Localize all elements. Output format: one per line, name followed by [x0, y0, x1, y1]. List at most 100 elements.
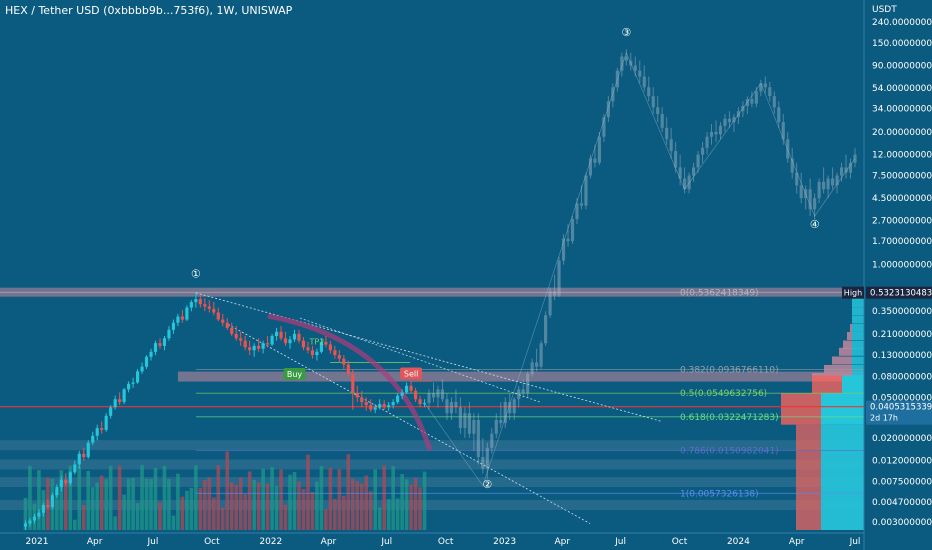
- projected-candle: [777, 101, 781, 128]
- candle-body: [445, 399, 449, 414]
- candle-body: [50, 495, 54, 508]
- candle-body: [844, 167, 848, 173]
- projected-candle: [651, 87, 655, 115]
- volume-bar: [413, 477, 418, 530]
- time-tick-label: Apr: [789, 537, 805, 547]
- signal-label: Buy: [287, 370, 303, 379]
- candle: [162, 336, 167, 351]
- candle-body: [59, 479, 63, 488]
- profile-bar-upper: [839, 347, 852, 356]
- candle-body: [64, 479, 68, 484]
- time-tick-label: 2022: [259, 537, 282, 547]
- projected-candle: [835, 172, 839, 194]
- candle-body: [472, 420, 476, 434]
- candle-body: [301, 340, 306, 348]
- candle-body: [795, 172, 799, 186]
- price-axis-unit: USDT: [872, 5, 897, 15]
- volume-bar: [315, 481, 319, 530]
- candle-body: [418, 399, 422, 405]
- profile-base-sell: [796, 424, 821, 530]
- candle: [221, 313, 225, 327]
- volume-bar: [216, 465, 221, 530]
- candle: [50, 492, 54, 510]
- projected-candle: [593, 144, 597, 168]
- volume-bar: [189, 487, 194, 530]
- candle-body: [194, 299, 198, 303]
- volume-bar: [409, 484, 413, 530]
- projected-candle: [647, 76, 651, 102]
- projected-candle: [606, 96, 610, 123]
- projected-candle: [508, 393, 512, 421]
- volume-bar: [203, 480, 207, 530]
- volume-bar: [55, 489, 59, 530]
- candle-body: [476, 420, 480, 458]
- fib-lines: 0(0.5362418349) 0.382(0.0936766110) 0.5(0.…: [0, 288, 864, 499]
- price-tick-label: 34.0000000000: [872, 105, 932, 115]
- candle: [46, 499, 50, 510]
- candle-body: [185, 307, 189, 320]
- candle-body: [279, 331, 283, 339]
- candle-body: [351, 373, 355, 394]
- time-tick-label: 2024: [727, 537, 750, 547]
- time-tick-label: Jul: [614, 537, 626, 547]
- price-axis[interactable]: 240.0000000000 150.0000000000 90.000000000…: [872, 18, 932, 528]
- candle-body: [431, 393, 436, 398]
- candle: [414, 387, 418, 403]
- candle: [109, 405, 113, 419]
- chart-title: HEX / Tether USD (0xbbbb9b...753f6), 1W,…: [5, 4, 293, 17]
- candle: [243, 336, 247, 351]
- price-tick-label: 1.0000000000: [872, 261, 932, 271]
- projected-candle: [736, 107, 740, 124]
- candle: [59, 475, 63, 492]
- candle-body: [633, 65, 637, 71]
- volume-bar: [225, 451, 230, 530]
- projected-candle: [566, 224, 570, 247]
- candle: [135, 368, 140, 384]
- fib-level-label: 0.786(0.0150982041): [680, 446, 779, 456]
- projected-candle: [548, 287, 552, 319]
- high-tag-bg: [866, 286, 932, 299]
- high-tag-label: High: [844, 289, 862, 298]
- candle: [378, 399, 382, 410]
- wave-label: ②: [482, 478, 492, 491]
- candle-body: [808, 189, 812, 210]
- time-tick-label: 2021: [26, 537, 49, 547]
- candle: [400, 389, 404, 400]
- volume-bar: [337, 469, 342, 530]
- projected-candle: [512, 397, 516, 421]
- candle: [364, 397, 368, 411]
- candle: [64, 473, 68, 486]
- fib-level-label: 0(0.5362418349): [680, 288, 759, 298]
- projected-candle: [499, 402, 503, 429]
- projected-candle: [588, 154, 593, 179]
- candle: [113, 395, 117, 410]
- candle-body: [257, 345, 261, 349]
- candle-body: [324, 341, 328, 345]
- projected-candle: [768, 81, 772, 102]
- candle-body: [606, 101, 610, 118]
- projected-candle: [561, 234, 566, 265]
- candle-body: [297, 333, 301, 341]
- candle-body: [624, 56, 628, 61]
- candle-body: [786, 139, 790, 159]
- time-axis[interactable]: 2021 Apr Jul Oct 2022 Apr Jul Oct 2023 Apr Jul Oct 2…: [26, 537, 861, 547]
- candle-body: [216, 312, 220, 320]
- profile-low-buy: [821, 393, 864, 425]
- candle: [346, 360, 350, 377]
- volume-bar: [270, 467, 274, 530]
- volume-bar: [81, 504, 86, 530]
- price-tick-label: 4.5000000000: [872, 194, 932, 204]
- profile-poc-sell: [812, 375, 842, 394]
- profile-poc-buy: [842, 375, 864, 394]
- candle-body: [37, 512, 41, 517]
- profile-bar-upper: [847, 332, 852, 341]
- candle: [315, 348, 319, 361]
- candle: [275, 327, 279, 341]
- candle-body: [512, 399, 516, 414]
- candle-body: [683, 178, 687, 190]
- price-tick-label: 0.0120000000: [872, 457, 932, 467]
- candle-body: [73, 464, 77, 473]
- projected-candles: [427, 49, 857, 479]
